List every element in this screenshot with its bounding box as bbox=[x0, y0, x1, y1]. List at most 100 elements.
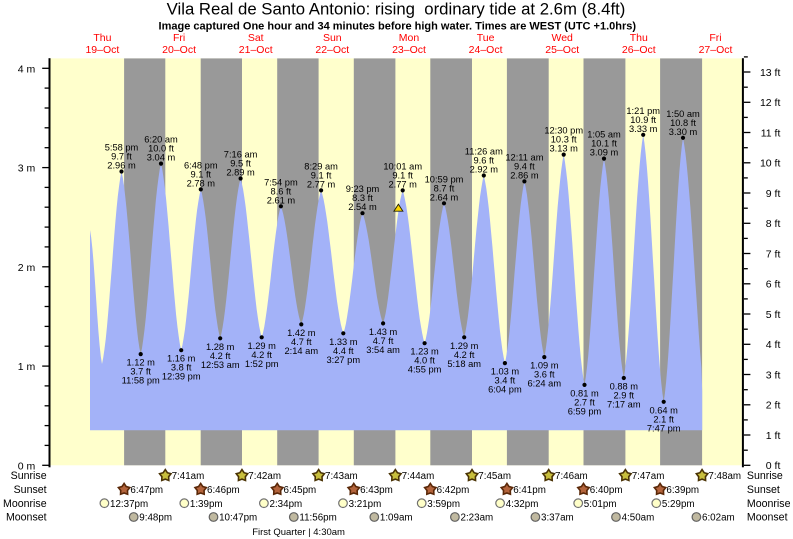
svg-text:3.30 m: 3.30 m bbox=[669, 127, 698, 137]
svg-text:9.1 ft: 9.1 ft bbox=[392, 170, 413, 180]
svg-text:11:26 am: 11:26 am bbox=[465, 147, 503, 157]
svg-text:4.0 ft: 4.0 ft bbox=[414, 356, 435, 366]
svg-text:22–Oct: 22–Oct bbox=[315, 44, 349, 56]
svg-text:4.2 ft: 4.2 ft bbox=[251, 350, 272, 360]
svg-text:2.77 m: 2.77 m bbox=[388, 179, 417, 189]
svg-text:5:01pm: 5:01pm bbox=[584, 499, 617, 510]
svg-text:11:58 pm: 11:58 pm bbox=[122, 376, 160, 386]
svg-text:1.23 m: 1.23 m bbox=[410, 347, 439, 357]
svg-text:3:59pm: 3:59pm bbox=[427, 499, 460, 510]
svg-text:6:20 am: 6:20 am bbox=[144, 135, 178, 145]
svg-text:2:14 am: 2:14 am bbox=[285, 346, 319, 356]
svg-text:10:47pm: 10:47pm bbox=[219, 513, 257, 524]
svg-text:3:27 pm: 3:27 pm bbox=[327, 355, 361, 365]
svg-text:2:23am: 2:23am bbox=[461, 513, 494, 524]
svg-text:4.4 ft: 4.4 ft bbox=[333, 346, 354, 356]
svg-text:0.81 m: 0.81 m bbox=[570, 388, 599, 398]
svg-text:6:41pm: 6:41pm bbox=[513, 485, 546, 496]
svg-text:6:39pm: 6:39pm bbox=[666, 485, 699, 496]
svg-text:6:02am: 6:02am bbox=[702, 513, 735, 524]
svg-text:2 ft: 2 ft bbox=[766, 400, 781, 412]
svg-text:3.7 ft: 3.7 ft bbox=[130, 367, 151, 377]
svg-text:9:48pm: 9:48pm bbox=[139, 513, 172, 524]
svg-text:6:24 am: 6:24 am bbox=[528, 379, 562, 389]
svg-text:5:58 pm: 5:58 pm bbox=[105, 143, 139, 153]
svg-text:7:47 pm: 7:47 pm bbox=[647, 423, 681, 433]
svg-text:10.8 ft: 10.8 ft bbox=[670, 118, 696, 128]
svg-text:10.0 ft: 10.0 ft bbox=[148, 144, 174, 154]
svg-text:1:39pm: 1:39pm bbox=[190, 499, 223, 510]
svg-text:12:11 am: 12:11 am bbox=[505, 152, 543, 162]
svg-text:12:39 pm: 12:39 pm bbox=[162, 372, 201, 382]
svg-text:1:50 am: 1:50 am bbox=[666, 109, 700, 119]
svg-text:Sat: Sat bbox=[248, 32, 264, 44]
svg-text:9.1 ft: 9.1 ft bbox=[311, 170, 332, 180]
svg-text:8.7 ft: 8.7 ft bbox=[434, 183, 455, 193]
svg-text:21–Oct: 21–Oct bbox=[239, 44, 273, 56]
svg-text:5:29pm: 5:29pm bbox=[662, 499, 695, 510]
svg-text:6:48 pm: 6:48 pm bbox=[184, 160, 218, 170]
svg-text:Sunset: Sunset bbox=[747, 484, 780, 496]
svg-text:8:29 am: 8:29 am bbox=[304, 161, 338, 171]
svg-text:12:37pm: 12:37pm bbox=[110, 499, 148, 510]
svg-text:3:21pm: 3:21pm bbox=[349, 499, 382, 510]
svg-text:2.54 m: 2.54 m bbox=[348, 202, 377, 212]
svg-text:4:55 pm: 4:55 pm bbox=[408, 365, 442, 375]
svg-text:0 ft: 0 ft bbox=[766, 460, 781, 472]
svg-text:2.86 m: 2.86 m bbox=[510, 170, 539, 180]
svg-text:10 ft: 10 ft bbox=[760, 158, 781, 170]
svg-text:4:50am: 4:50am bbox=[622, 513, 655, 524]
svg-text:9.4 ft: 9.4 ft bbox=[514, 161, 535, 171]
svg-text:3.09 m: 3.09 m bbox=[590, 148, 619, 158]
svg-text:0.64 m: 0.64 m bbox=[649, 405, 678, 415]
svg-text:2.96 m: 2.96 m bbox=[107, 161, 136, 171]
svg-text:4:32pm: 4:32pm bbox=[506, 499, 539, 510]
svg-text:Sunrise: Sunrise bbox=[747, 470, 783, 482]
svg-text:2:34pm: 2:34pm bbox=[270, 499, 303, 510]
svg-text:Tue: Tue bbox=[477, 32, 495, 44]
svg-text:Vila Real de Santo Antonio: ri: Vila Real de Santo Antonio: rising ordin… bbox=[167, 0, 626, 18]
svg-text:7:54 pm: 7:54 pm bbox=[264, 177, 298, 187]
svg-text:3.4 ft: 3.4 ft bbox=[495, 376, 516, 386]
svg-text:1.42 m: 1.42 m bbox=[287, 328, 316, 338]
svg-text:Sunset: Sunset bbox=[14, 484, 47, 496]
svg-text:3.6 ft: 3.6 ft bbox=[534, 370, 555, 380]
svg-text:2.64 m: 2.64 m bbox=[430, 192, 459, 202]
svg-text:25–Oct: 25–Oct bbox=[545, 44, 579, 56]
svg-text:9.1 ft: 9.1 ft bbox=[190, 169, 211, 179]
svg-text:3.33 m: 3.33 m bbox=[629, 124, 658, 134]
svg-text:10.3 ft: 10.3 ft bbox=[551, 135, 577, 145]
svg-text:1.16 m: 1.16 m bbox=[167, 354, 196, 364]
svg-text:9:23 pm: 9:23 pm bbox=[346, 184, 380, 194]
svg-text:1.09 m: 1.09 m bbox=[530, 361, 559, 371]
svg-text:3.13 m: 3.13 m bbox=[549, 144, 578, 154]
svg-text:1.12 m: 1.12 m bbox=[126, 358, 155, 368]
svg-text:4.7 ft: 4.7 ft bbox=[373, 336, 394, 346]
svg-text:1.29 m: 1.29 m bbox=[450, 341, 479, 351]
svg-text:4 ft: 4 ft bbox=[766, 339, 781, 351]
svg-text:3 m: 3 m bbox=[18, 163, 36, 175]
svg-text:2 m: 2 m bbox=[18, 262, 36, 274]
svg-text:10:01 am: 10:01 am bbox=[383, 161, 422, 171]
svg-text:10:59 pm: 10:59 pm bbox=[425, 174, 464, 184]
svg-text:2.7 ft: 2.7 ft bbox=[574, 397, 595, 407]
svg-text:23–Oct: 23–Oct bbox=[392, 44, 426, 56]
svg-text:7:17 am: 7:17 am bbox=[607, 400, 641, 410]
svg-text:Sun: Sun bbox=[323, 32, 342, 44]
svg-text:1:21 pm: 1:21 pm bbox=[626, 106, 660, 116]
svg-text:11 ft: 11 ft bbox=[761, 127, 781, 139]
svg-text:2.1 ft: 2.1 ft bbox=[653, 414, 674, 424]
svg-text:7:43am: 7:43am bbox=[325, 471, 358, 482]
svg-text:2.89 m: 2.89 m bbox=[226, 168, 255, 178]
svg-text:26–Oct: 26–Oct bbox=[622, 44, 656, 56]
svg-text:7:44am: 7:44am bbox=[402, 471, 435, 482]
svg-text:0 m: 0 m bbox=[18, 460, 36, 472]
svg-text:6:04 pm: 6:04 pm bbox=[488, 385, 522, 395]
svg-text:12 ft: 12 ft bbox=[760, 97, 781, 109]
svg-text:7:45am: 7:45am bbox=[478, 471, 511, 482]
svg-text:1 ft: 1 ft bbox=[766, 430, 781, 442]
svg-text:9.6 ft: 9.6 ft bbox=[473, 156, 494, 166]
svg-text:5:18 am: 5:18 am bbox=[447, 359, 481, 369]
svg-text:3:37am: 3:37am bbox=[541, 513, 574, 524]
svg-text:4.2 ft: 4.2 ft bbox=[454, 350, 475, 360]
